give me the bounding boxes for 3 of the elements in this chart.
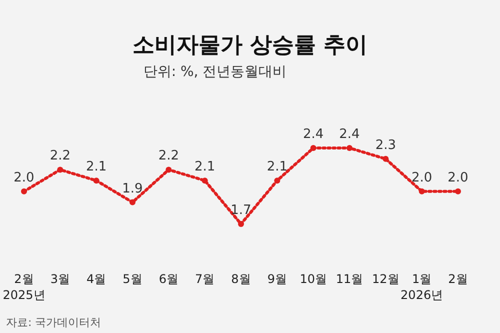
annotation: 자료: 국가데이터처 (6, 316, 102, 329)
subtitle: 단위: %, 전년동월대비 (143, 64, 287, 80)
title: 소비자물가 상승률 추이 (132, 33, 368, 58)
